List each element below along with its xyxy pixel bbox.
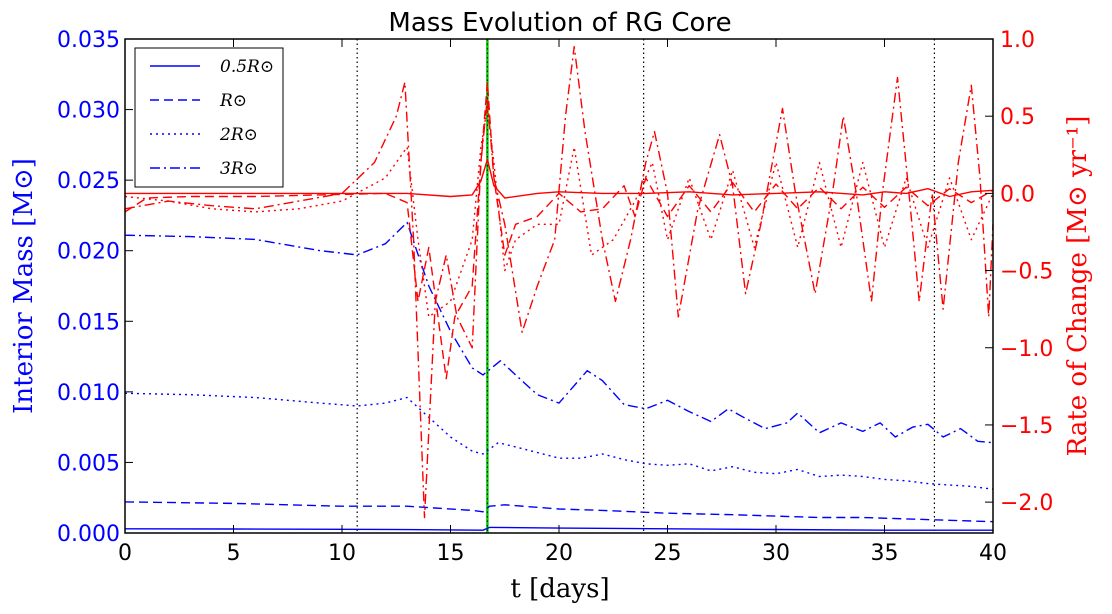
tick-marks [124,38,994,534]
y-tick-label-right: 0.0 [1000,182,1035,207]
x-tick-label: 15 [437,541,465,566]
x-tick-label: 25 [654,541,682,566]
series-line-right-dashdot [124,46,994,519]
y-tick-label-left: 0.020 [57,240,120,265]
series-line-left-solid [124,526,993,531]
y-axis-label-right: Rate of Change [M⊙ yr⁻¹] [1063,116,1093,457]
y-tick-label-left: 0.005 [57,451,120,476]
x-tick-label: 5 [227,541,241,566]
y-tick-label-left: 0.015 [57,310,120,335]
y-tick-label-left: 0.030 [57,99,120,124]
x-tick-label: 20 [545,541,573,566]
legend-label: R⊙ [219,91,247,111]
y-tick-label-left: 0.035 [57,28,120,53]
series-line-right-dashed [124,81,994,380]
x-axis-label: t [days] [510,574,609,604]
series-line-left-dashdot [124,221,994,444]
legend-label: 2R⊙ [219,125,258,145]
x-tick-labels: 0 5 10 15 20 25 30 35 40 [118,541,1007,566]
series-line-left-dashed [124,501,994,523]
legend-box [134,47,284,188]
y-tick-label-right: −1.5 [1000,414,1053,439]
left-tick-labels: 0.000 0.005 0.010 0.015 0.020 0.025 0.030 0.035 [57,28,120,547]
x-tick-label: 10 [328,541,356,566]
x-tick-label: 40 [979,541,1007,566]
series-group [124,46,994,531]
y-axis-label-left: Interior Mass [M⊙] [9,158,39,414]
y-tick-label-left: 0.000 [57,522,120,547]
x-tick-label: 30 [762,541,790,566]
x-tick-label: 0 [118,541,132,566]
right-tick-labels: −2.0 −1.5 −1.0 −0.5 0.0 0.5 1.0 [1000,28,1053,516]
y-tick-label-left: 0.025 [57,169,120,194]
series-line-right-solid [125,158,994,199]
x-tick-label: 35 [871,541,899,566]
y-tick-label-right: −1.0 [1000,337,1053,362]
legend: 0.5R⊙ R⊙ 2R⊙ 3R⊙ [134,47,284,188]
y-tick-label-right: −2.0 [1000,491,1053,516]
y-tick-label-left: 0.010 [57,381,120,406]
y-tick-label-right: 0.5 [1000,105,1035,130]
y-tick-label-right: −0.5 [1000,260,1053,285]
y-tick-label-right: 1.0 [1000,28,1035,53]
chart-title: Mass Evolution of RG Core [388,8,731,38]
legend-label: 0.5R⊙ [220,57,274,77]
legend-label: 3R⊙ [220,159,258,179]
